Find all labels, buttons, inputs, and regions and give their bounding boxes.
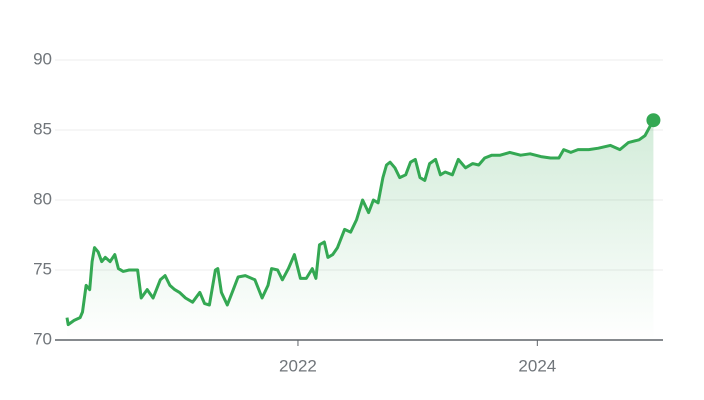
- y-tick-label: 85: [33, 119, 52, 138]
- end-point: [646, 113, 661, 128]
- x-tick-label: 2022: [279, 356, 317, 375]
- y-tick-label: 75: [33, 259, 52, 278]
- line: [65, 119, 655, 327]
- y-tick-label: 80: [33, 189, 52, 208]
- x-tick-label: 2024: [518, 356, 556, 375]
- y-tick-label: 70: [33, 329, 52, 348]
- area: [67, 120, 654, 340]
- y-tick-label: 90: [33, 49, 52, 68]
